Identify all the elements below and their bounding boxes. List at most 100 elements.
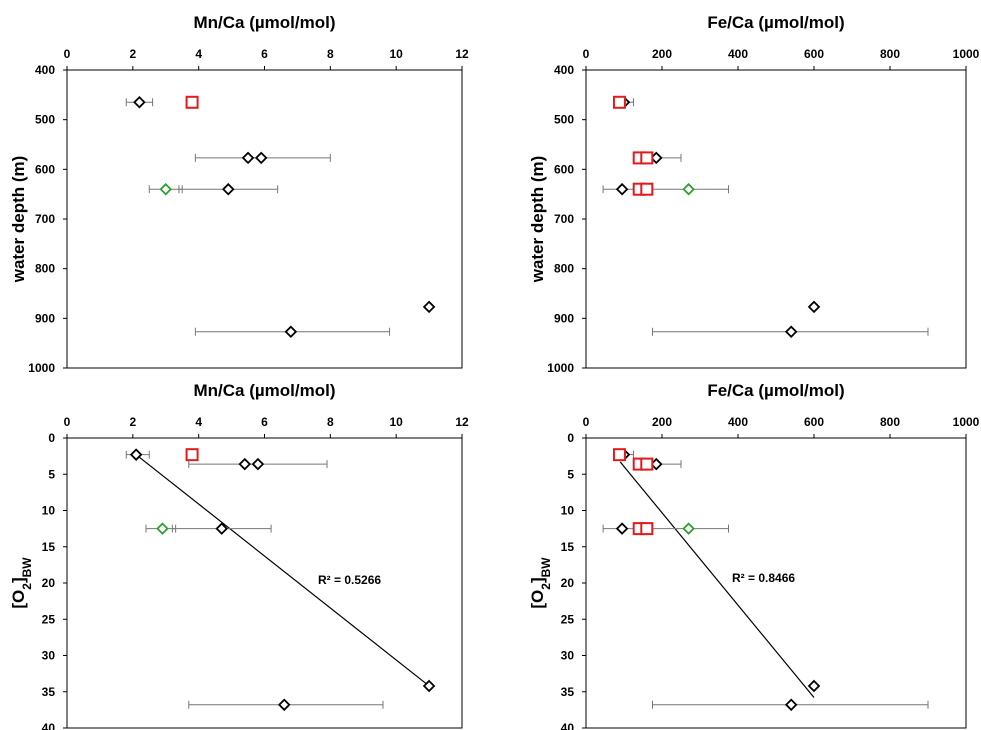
x-tick-label: 600	[804, 47, 824, 61]
data-point-square	[185, 95, 199, 109]
y-tick-label: 40	[42, 721, 56, 730]
x-tick-label: 400	[728, 415, 748, 429]
x-tick-label: 800	[880, 415, 900, 429]
data-point-diamond	[784, 325, 798, 339]
x-tick-label: 6	[261, 47, 268, 61]
x-tick-label: 12	[455, 415, 469, 429]
data-point-square	[640, 182, 654, 196]
data-point-diamond	[615, 522, 629, 535]
data-point-diamond	[807, 679, 821, 693]
y-tick-label: 500	[35, 113, 55, 127]
x-tick-label: 800	[880, 47, 900, 61]
y-tick-label: 400	[554, 63, 574, 77]
y-axis-label: [O2]BW	[528, 557, 553, 609]
plot-frame	[585, 69, 967, 369]
data-point-diamond	[682, 522, 695, 535]
x-tick-label: 1000	[953, 415, 980, 429]
chart-title: Fe/Ca (µmol/mol)	[707, 381, 844, 400]
y-tick-label: 30	[561, 649, 575, 663]
data-point-diamond	[133, 96, 146, 109]
x-tick-label: 4	[195, 415, 202, 429]
chart-panel: Fe/Ca (µmol/mol) 0 200 400 600 800 1000 0 5 10 15 2…	[528, 381, 980, 730]
data-point-diamond	[241, 151, 255, 165]
data-point-diamond	[129, 448, 143, 461]
y-tick-label: 500	[554, 113, 574, 127]
y-tick-label: 35	[42, 685, 56, 699]
y-tick-label: 700	[35, 212, 55, 226]
data-point-diamond	[238, 457, 252, 471]
y-tick-label: 900	[554, 311, 574, 325]
trendline	[619, 461, 815, 698]
r-squared-label: R² = 0.5266	[318, 573, 381, 587]
y-tick-label: 20	[561, 576, 575, 590]
chart-panel: Fe/Ca (µmol/mol) 0 200 400 600 800 1000 400 500 6…	[528, 13, 980, 375]
data-point-diamond	[284, 325, 298, 339]
data-point-diamond	[807, 300, 821, 314]
x-tick-label: 6	[261, 415, 268, 429]
y-axis-label: [O2]BW	[9, 557, 34, 609]
chart-panel: Mn/Ca (µmol/mol) 0 2 4 6 8 10 12 400 500 600 700 800…	[9, 13, 469, 375]
x-tick-label: 200	[652, 415, 672, 429]
y-tick-label: 0	[567, 431, 574, 445]
x-tick-label: 12	[455, 47, 469, 61]
y-tick-label: 25	[561, 612, 575, 626]
plot-frame	[66, 437, 463, 729]
data-point-diamond	[277, 698, 291, 712]
plot-frame	[66, 69, 463, 369]
x-tick-label: 200	[652, 47, 672, 61]
y-tick-label: 0	[48, 431, 55, 445]
data-point-square	[612, 95, 626, 109]
y-tick-label: 40	[561, 721, 575, 730]
x-tick-label: 0	[583, 47, 590, 61]
x-tick-label: 400	[728, 47, 748, 61]
chart-panel: Mn/Ca (µmol/mol) 0 2 4 6 8 10 12 0 5 10 15 20 25 30 35 4…	[9, 381, 469, 730]
x-tick-label: 4	[195, 47, 202, 61]
chart-title: Mn/Ca (µmol/mol)	[193, 13, 335, 32]
data-point-square	[612, 448, 626, 462]
y-tick-label: 700	[554, 212, 574, 226]
y-tick-label: 20	[42, 576, 56, 590]
data-point-square	[640, 151, 654, 165]
trendline	[135, 454, 430, 687]
y-tick-label: 800	[35, 262, 55, 276]
data-point-diamond	[422, 679, 436, 693]
y-tick-label: 800	[554, 262, 574, 276]
data-point-diamond	[156, 522, 169, 535]
x-tick-label: 600	[804, 415, 824, 429]
data-point-square	[640, 457, 654, 471]
y-tick-label: 5	[567, 467, 574, 481]
x-tick-label: 0	[583, 415, 590, 429]
x-tick-label: 1000	[953, 47, 980, 61]
y-tick-label: 600	[35, 162, 55, 176]
data-point-square	[185, 448, 199, 462]
r-squared-label: R² = 0.8466	[732, 571, 795, 585]
data-point-diamond	[784, 698, 798, 712]
data-point-diamond	[215, 522, 228, 535]
x-tick-label: 2	[129, 415, 136, 429]
data-point-square	[640, 522, 654, 536]
y-tick-label: 15	[42, 540, 56, 554]
data-point-diamond	[254, 151, 268, 165]
y-tick-label: 600	[554, 162, 574, 176]
y-tick-label: 1000	[28, 361, 55, 375]
x-tick-label: 10	[389, 415, 403, 429]
x-tick-label: 0	[64, 47, 71, 61]
x-tick-label: 8	[327, 47, 334, 61]
data-point-diamond	[222, 182, 235, 196]
data-point-diamond	[615, 182, 629, 196]
data-point-diamond	[422, 300, 436, 314]
x-tick-label: 0	[64, 415, 71, 429]
y-tick-label: 10	[42, 504, 56, 518]
y-tick-label: 900	[35, 311, 55, 325]
y-tick-label: 400	[35, 63, 55, 77]
y-tick-label: 15	[561, 540, 575, 554]
data-point-diamond	[159, 182, 173, 196]
y-tick-label: 10	[561, 504, 575, 518]
y-tick-label: 35	[561, 685, 575, 699]
data-point-diamond	[251, 457, 265, 471]
y-tick-label: 5	[48, 467, 55, 481]
x-tick-label: 10	[389, 47, 403, 61]
y-axis-label: water depth (m)	[9, 156, 28, 284]
chart-title: Mn/Ca (µmol/mol)	[193, 381, 335, 400]
